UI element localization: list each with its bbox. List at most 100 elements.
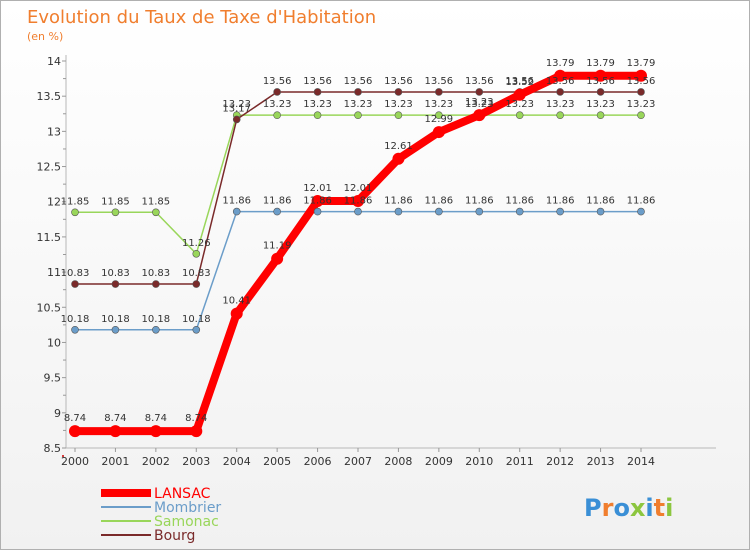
bourg-point [354,88,362,96]
x-tick-label: 2003 [182,455,210,468]
bourg-data-label: 13.56 [465,76,494,87]
bourg-point [232,115,241,124]
y-tick-label: 10.5 [37,301,62,314]
logo-letter: P [584,494,602,522]
samonac-data-label: 13.23 [546,99,575,110]
lansac-data-label: 8.74 [104,413,126,424]
lansac-point [271,252,284,265]
bourg-data-label: 13.56 [505,76,534,87]
mombrier-point [273,207,281,216]
y-tick-label: 11.5 [37,231,62,244]
mombrier-point [637,207,645,216]
x-tick-label: 2004 [223,455,251,468]
x-tick-label: 2000 [61,455,89,468]
bourg-data-label: 10.83 [142,268,171,279]
lansac-data-label: 8.74 [145,413,167,424]
mombrier-point [556,207,564,216]
bourg-point [435,88,443,96]
mombrier-data-label: 11.86 [546,196,575,207]
mombrier-data-label: 10.18 [61,314,90,325]
samonac-data-label: 11.26 [182,238,211,249]
lansac-point [392,152,405,165]
lansac-point [352,195,364,208]
samonac-point [273,111,281,119]
mombrier-point [394,207,403,216]
bourg-point [394,88,403,96]
bourg-data-label: 13.56 [384,76,413,87]
mombrier-point [515,207,524,216]
samonac-data-label: 13.23 [303,99,332,110]
lansac-data-label: 12.61 [384,141,413,152]
bourg-point [152,280,160,288]
lansac-line [71,71,645,436]
bourg-data-label: 10.83 [101,268,130,279]
bourg-point [192,280,201,288]
y-tick-label: 11 [47,266,61,279]
mombrier-data-label: 11.86 [465,196,494,207]
x-tick-label: 2013 [587,455,615,468]
mombrier-data-label: 11.86 [505,196,534,207]
samonac-data-label: 13.23 [344,99,373,110]
mombrier-point [354,207,362,216]
x-tick-label: 2005 [263,455,291,468]
logo-letter: t [654,494,665,522]
x-tick-label: 2006 [304,455,332,468]
mombrier-data-label: 11.86 [303,196,332,207]
logo-letter: i [665,494,673,522]
lansac-point [69,425,81,438]
samonac-point [515,111,524,119]
samonac-data-label: 13.23 [263,99,292,110]
lansac-point [635,69,647,82]
chart-title: Evolution du Taux de Taxe d'Habitation [27,7,376,28]
samonac-data-label: 13.23 [586,99,615,110]
logo-letter: r [602,494,614,522]
samonac-point [394,111,403,119]
lansac-data-label: 10.41 [222,296,251,307]
unit-label: (en %) [27,30,63,43]
logo-letter: x [630,494,646,522]
bourg-point [273,88,281,96]
x-tick-label: 2007 [344,455,372,468]
bourg-data-label: 10.83 [182,268,211,279]
lansac-point [594,69,607,82]
lansac-point [513,88,526,101]
samonac-point [313,111,322,119]
bourg-point [596,88,605,96]
x-tick-label: 2014 [627,455,655,468]
y-tick-label: 13 [47,125,61,138]
mombrier-data-label: 10.18 [142,314,171,325]
mombrier-data-label: 10.18 [101,314,130,325]
bourg-data-label: 13.56 [586,76,615,87]
lansac-data-label: 12.01 [344,183,373,194]
bourg-point [475,88,484,96]
mombrier-point [435,207,443,216]
bourg-data-label: 13.56 [263,76,292,87]
mombrier-data-label: 11.86 [263,196,292,207]
bourg-point [111,280,120,288]
x-tick-label: 2001 [101,455,129,468]
samonac-data-label: 11.85 [142,196,171,207]
y-tick-label: 14 [47,55,61,68]
data-labels: 10.18 10.18 10.18 10.18 11.86 11.86 11.86 11.86… [61,58,656,424]
samonac-data-label: 13.23 [505,99,534,110]
mombrier-point [192,325,201,334]
legend-label-samonac: Samonac [154,514,219,530]
mombrier-data-label: 10.18 [182,314,211,325]
lansac-data-label: 8.74 [185,413,207,424]
axes: 8.5 9 9.5 10 10.5 11 11.5 12 12.5 13 13.5 14 2000 200… [37,55,716,468]
mombrier-point [152,325,160,334]
series-lines [71,71,645,436]
samonac-data-label: 13.23 [425,99,454,110]
samonac-point [192,249,201,258]
mombrier-data-label: 11.86 [627,196,656,207]
bourg-point [71,280,79,288]
bourg-point [637,88,645,96]
lansac-data-label: 13.52 [505,77,534,88]
legend-label-bourg: Bourg [154,528,195,544]
mombrier-point [71,325,79,334]
lansac-data-label: 8.74 [64,413,86,424]
mombrier-data-label: 11.86 [586,196,615,207]
mombrier-point [475,207,484,216]
mombrier-data-label: 11.86 [384,196,413,207]
